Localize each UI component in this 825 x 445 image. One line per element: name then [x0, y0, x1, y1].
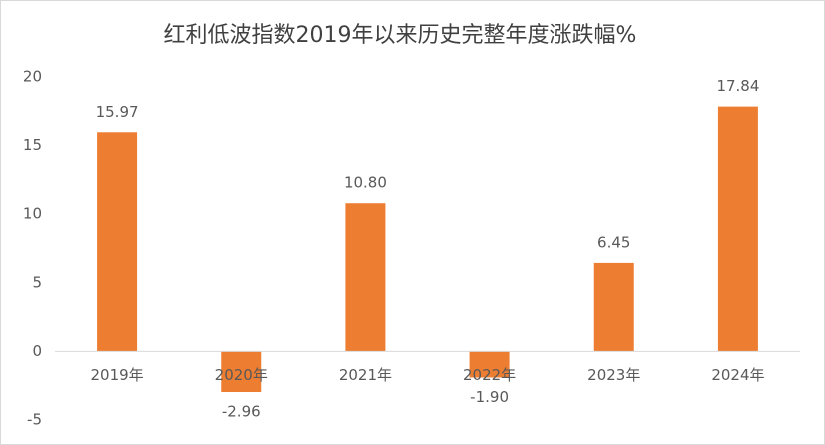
value-label: 10.80	[344, 174, 387, 192]
value-label: 6.45	[597, 233, 630, 251]
bar	[717, 106, 758, 352]
value-label: -2.96	[222, 403, 261, 421]
bar	[593, 262, 634, 352]
x-tick-label: 2024年	[711, 366, 764, 384]
y-tick-label: 10	[23, 205, 42, 223]
x-tick-label: 2019年	[90, 366, 143, 384]
y-tick-label: 5	[32, 273, 42, 291]
bar	[469, 351, 510, 378]
y-tick-label: 20	[23, 68, 42, 86]
bar	[221, 351, 262, 393]
x-tick-label: 2022年	[463, 366, 516, 384]
y-tick-label: -5	[27, 411, 42, 429]
value-label: 17.84	[716, 77, 759, 95]
chart-title: 红利低波指数2019年以来历史完整年度涨跌幅%	[164, 23, 637, 48]
y-tick-label: 15	[23, 136, 42, 154]
x-tick-label: 2023年	[587, 366, 640, 384]
value-label: 15.97	[96, 103, 139, 121]
bar	[345, 203, 386, 352]
x-tick-label: 2021年	[339, 366, 392, 384]
bar	[97, 132, 138, 352]
value-label: -1.90	[470, 388, 509, 406]
y-tick-label: 0	[32, 342, 42, 360]
x-tick-label: 2020年	[215, 366, 268, 384]
